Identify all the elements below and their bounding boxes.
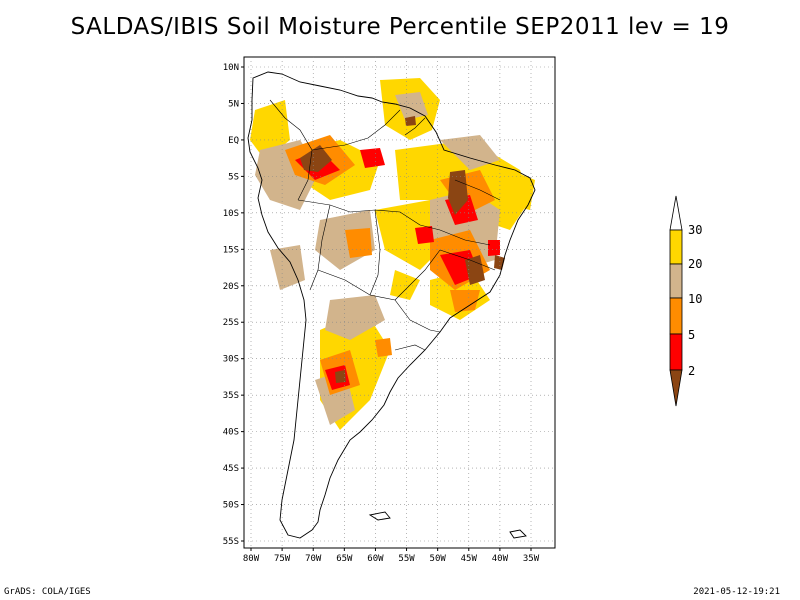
- latitude-tick-labels: 10N 5N EQ 5S 10S 15S 20S 25S 30S 35S 40S 45S 50S 55S: [223, 63, 244, 547]
- lon-tick-label: 50W: [430, 554, 447, 564]
- lat-tick-label: 15S: [223, 245, 239, 255]
- coastline-outline: [247, 71, 536, 539]
- colorbar-label-30: 30: [688, 223, 702, 237]
- colorbar: 30 20 10 5 2: [669, 195, 702, 407]
- lat-tick-label: 50S: [223, 501, 239, 511]
- lat-tick-label: 45S: [223, 464, 239, 474]
- colorbar-label-5: 5: [688, 328, 695, 342]
- lat-tick-label: 30S: [223, 355, 239, 365]
- lat-tick-label: 20S: [223, 282, 239, 292]
- lat-tick-label: 10N: [223, 63, 239, 73]
- lat-tick-label: EQ: [228, 136, 239, 146]
- colorbar-label-10: 10: [688, 292, 702, 306]
- footer-timestamp: 2021-05-12-19:21: [693, 587, 780, 597]
- lon-tick-label: 80W: [243, 554, 260, 564]
- lon-tick-label: 45W: [461, 554, 478, 564]
- lon-tick-label: 35W: [523, 554, 540, 564]
- colorbar-swatch-20: [669, 263, 683, 299]
- lat-tick-label: 5N: [228, 99, 239, 109]
- lat-tick-label: 40S: [223, 428, 239, 438]
- lon-tick-label: 75W: [274, 554, 291, 564]
- longitude-tick-labels: 80W 75W 70W 65W 60W 55W 50W 45W 40W 35W: [243, 548, 540, 564]
- country-borders: [269, 99, 501, 351]
- colorbar-label-20: 20: [688, 257, 702, 271]
- lon-tick-label: 70W: [305, 554, 322, 564]
- lat-tick-label: 35S: [223, 391, 239, 401]
- colorbar-swatch-5: [669, 333, 683, 371]
- colorbar-cap-bottom: [669, 369, 683, 407]
- lat-tick-label: 10S: [223, 209, 239, 219]
- colorbar-cap-top: [669, 195, 683, 231]
- lon-tick-label: 60W: [367, 554, 384, 564]
- plot-frame: [243, 56, 556, 549]
- colorbar-label-2: 2: [688, 364, 695, 378]
- colorbar-swatch-10: [669, 297, 683, 335]
- lon-tick-label: 55W: [398, 554, 415, 564]
- lat-tick-label: 55S: [223, 537, 239, 547]
- percentile-fill-layer: [250, 78, 535, 430]
- map-title: SALDAS/IBIS Soil Moisture Percentile SEP…: [70, 14, 730, 40]
- lon-tick-label: 40W: [492, 554, 509, 564]
- colorbar-swatch-30: [669, 229, 683, 265]
- footer-credit: GrADS: COLA/IGES: [4, 587, 91, 597]
- lat-tick-label: 5S: [228, 172, 239, 182]
- lon-tick-label: 65W: [336, 554, 353, 564]
- lat-tick-label: 25S: [223, 318, 239, 328]
